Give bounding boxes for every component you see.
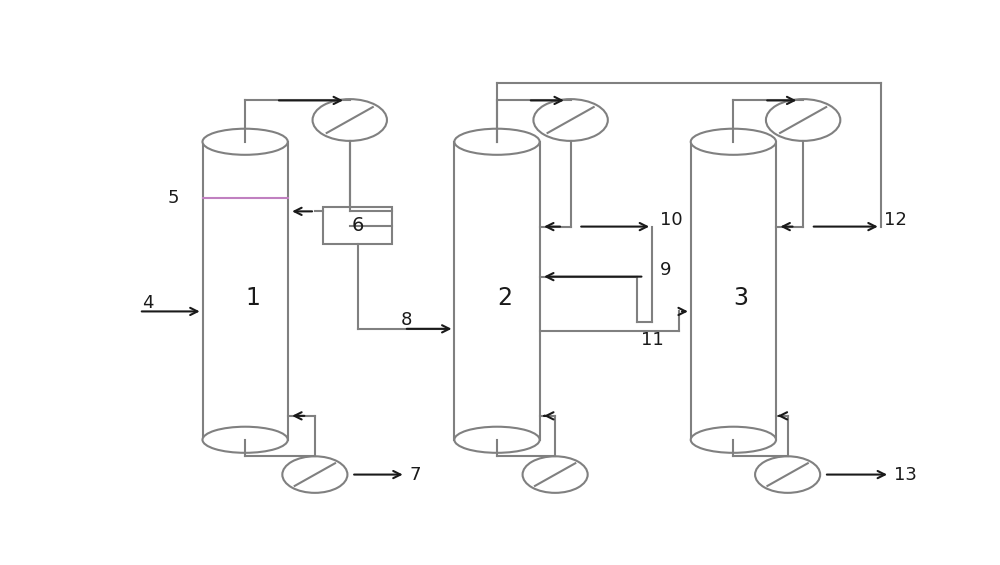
Text: 10: 10 xyxy=(660,211,682,229)
Ellipse shape xyxy=(202,427,288,453)
Circle shape xyxy=(313,99,387,141)
Circle shape xyxy=(533,99,608,141)
Text: 5: 5 xyxy=(168,189,179,207)
Ellipse shape xyxy=(691,129,776,155)
Circle shape xyxy=(755,457,820,493)
Bar xyxy=(202,142,288,440)
Text: 7: 7 xyxy=(409,466,421,484)
Ellipse shape xyxy=(454,129,540,155)
Text: 1: 1 xyxy=(245,286,260,310)
Text: 11: 11 xyxy=(641,331,664,349)
Circle shape xyxy=(282,457,347,493)
Text: 4: 4 xyxy=(142,294,154,312)
Text: 13: 13 xyxy=(894,466,917,484)
Text: 9: 9 xyxy=(660,261,671,279)
Ellipse shape xyxy=(202,129,288,155)
Text: 3: 3 xyxy=(734,286,749,310)
Circle shape xyxy=(523,457,588,493)
Ellipse shape xyxy=(691,427,776,453)
Circle shape xyxy=(766,99,840,141)
Bar xyxy=(691,142,776,440)
Text: 12: 12 xyxy=(885,211,907,229)
Text: 6: 6 xyxy=(351,216,364,235)
Bar xyxy=(323,207,392,244)
Bar xyxy=(454,142,540,440)
Ellipse shape xyxy=(454,427,540,453)
Text: 2: 2 xyxy=(497,286,512,310)
Text: 8: 8 xyxy=(400,311,412,329)
